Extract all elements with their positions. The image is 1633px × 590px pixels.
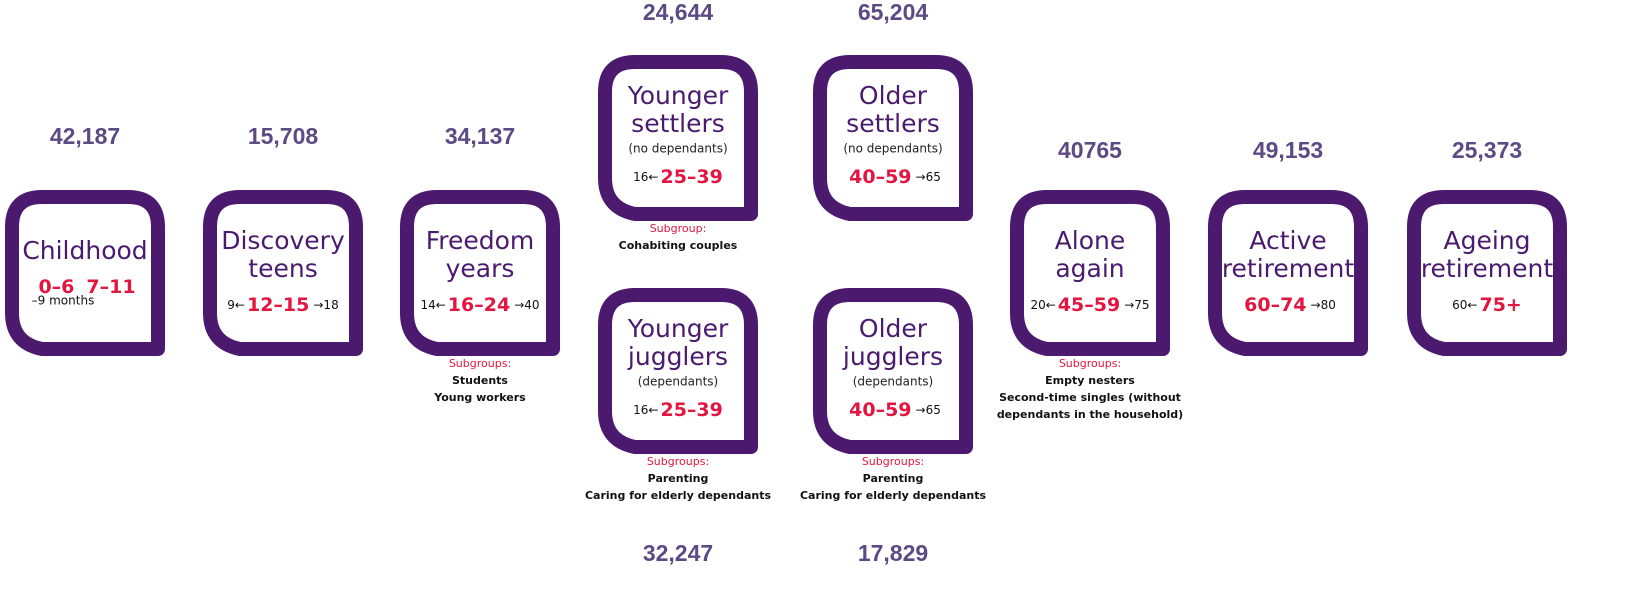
count: 40765 (1058, 137, 1122, 163)
age-main: 0–6 (38, 276, 74, 298)
stage-title: Discovery (221, 226, 345, 255)
subgroup-item: Empty nesters (1045, 374, 1135, 387)
age-range: 20← 45–59 →75 (1030, 294, 1149, 316)
age-note: –9 months (32, 294, 95, 308)
age-after: →18 (313, 298, 338, 312)
stage-card (813, 55, 973, 221)
stage-title: Older (859, 81, 928, 110)
age-range: 0–6 7–11 (38, 276, 135, 298)
age-main: 16–24 (448, 294, 510, 316)
qualifier: (dependants) (638, 375, 719, 389)
age-main: 7–11 (86, 276, 135, 298)
subgroup-item: Students (452, 374, 508, 387)
stage-card (1010, 190, 1170, 356)
stage-card (813, 288, 973, 454)
age-range: 40–59 →65 (849, 399, 941, 421)
age-main: 60–74 (1244, 294, 1306, 316)
age-main: 45–59 (1058, 294, 1120, 316)
stage-title: Childhood (22, 236, 147, 265)
age-range: 16← 25–39 (633, 399, 723, 421)
stage-card (1208, 190, 1368, 356)
stage-title: teens (248, 254, 317, 283)
subgroup-heading: Subgroups: (449, 357, 511, 370)
age-after: →75 (1124, 298, 1149, 312)
age-before: 16← (633, 403, 658, 417)
stage-title: Active (1249, 226, 1326, 255)
subgroup-item: Parenting (863, 472, 924, 485)
age-after: →40 (514, 298, 539, 312)
age-before: 9← (227, 298, 245, 312)
qualifier: (dependants) (853, 375, 934, 389)
age-after: →65 (916, 170, 941, 184)
stage-card (1407, 190, 1567, 356)
age-main: 75+ (1479, 294, 1521, 316)
stage-title: Younger (627, 81, 729, 110)
age-main: 25–39 (660, 399, 722, 421)
stage-title: Alone (1055, 226, 1126, 255)
age-range: 60← 75+ (1452, 294, 1522, 316)
stage-card (203, 190, 363, 356)
subgroup-heading: Subgroups: (1059, 357, 1121, 370)
count: 49,153 (1253, 137, 1323, 163)
subgroup-item: Second-time singles (without (999, 391, 1181, 404)
subgroup-item: Caring for elderly dependants (585, 489, 771, 502)
stage-card (598, 288, 758, 454)
stage-title: years (446, 254, 515, 283)
count: 34,137 (445, 123, 515, 149)
age-before: 14← (420, 298, 445, 312)
subgroup-item: Cohabiting couples (619, 239, 738, 252)
age-range: 16← 25–39 (633, 166, 723, 188)
subgroup-item: Young workers (433, 391, 526, 404)
count: 24,644 (643, 0, 714, 25)
stage-title: settlers (631, 109, 725, 138)
age-before: 60← (1452, 298, 1477, 312)
subgroup-heading: Subgroup: (650, 222, 707, 235)
count: 25,373 (1452, 137, 1522, 163)
stage-title: retirement (1421, 254, 1554, 283)
age-main: 40–59 (849, 166, 911, 188)
age-before: 20← (1030, 298, 1055, 312)
age-range: 9← 12–15 →18 (227, 294, 338, 316)
age-after: →80 (1311, 298, 1336, 312)
stage-title: jugglers (842, 342, 943, 371)
count: 32,247 (643, 540, 713, 566)
age-main: 25–39 (660, 166, 722, 188)
age-before: 16← (633, 170, 658, 184)
stage-title: Younger (627, 314, 729, 343)
count: 17,829 (858, 540, 928, 566)
age-main: 12–15 (247, 294, 309, 316)
age-range: 40–59 →65 (849, 166, 941, 188)
age-main: 40–59 (849, 399, 911, 421)
stage-title: Ageing (1443, 226, 1530, 255)
stage-title: retirement (1222, 254, 1355, 283)
subgroup-heading: Subgroups: (647, 455, 709, 468)
qualifier: (no dependants) (628, 142, 727, 156)
stage-title: Older (859, 314, 928, 343)
subgroup-item: dependants in the household) (997, 408, 1183, 421)
stage-card (5, 190, 165, 356)
subgroup-heading: Subgroups: (862, 455, 924, 468)
age-range: 14← 16–24 →40 (420, 294, 539, 316)
qualifier: (no dependants) (843, 142, 942, 156)
stage-title: Freedom (426, 226, 535, 255)
age-after: →65 (916, 403, 941, 417)
count: 65,204 (858, 0, 929, 25)
stage-title: jugglers (627, 342, 728, 371)
stage-title: settlers (846, 109, 940, 138)
stage-title: again (1055, 254, 1124, 283)
count: 15,708 (248, 123, 319, 149)
stage-card (598, 55, 758, 221)
subgroup-item: Parenting (648, 472, 709, 485)
count: 42,187 (50, 123, 120, 149)
stage-card (400, 190, 560, 356)
subgroup-item: Caring for elderly dependants (800, 489, 986, 502)
age-range: 60–74 →80 (1244, 294, 1336, 316)
